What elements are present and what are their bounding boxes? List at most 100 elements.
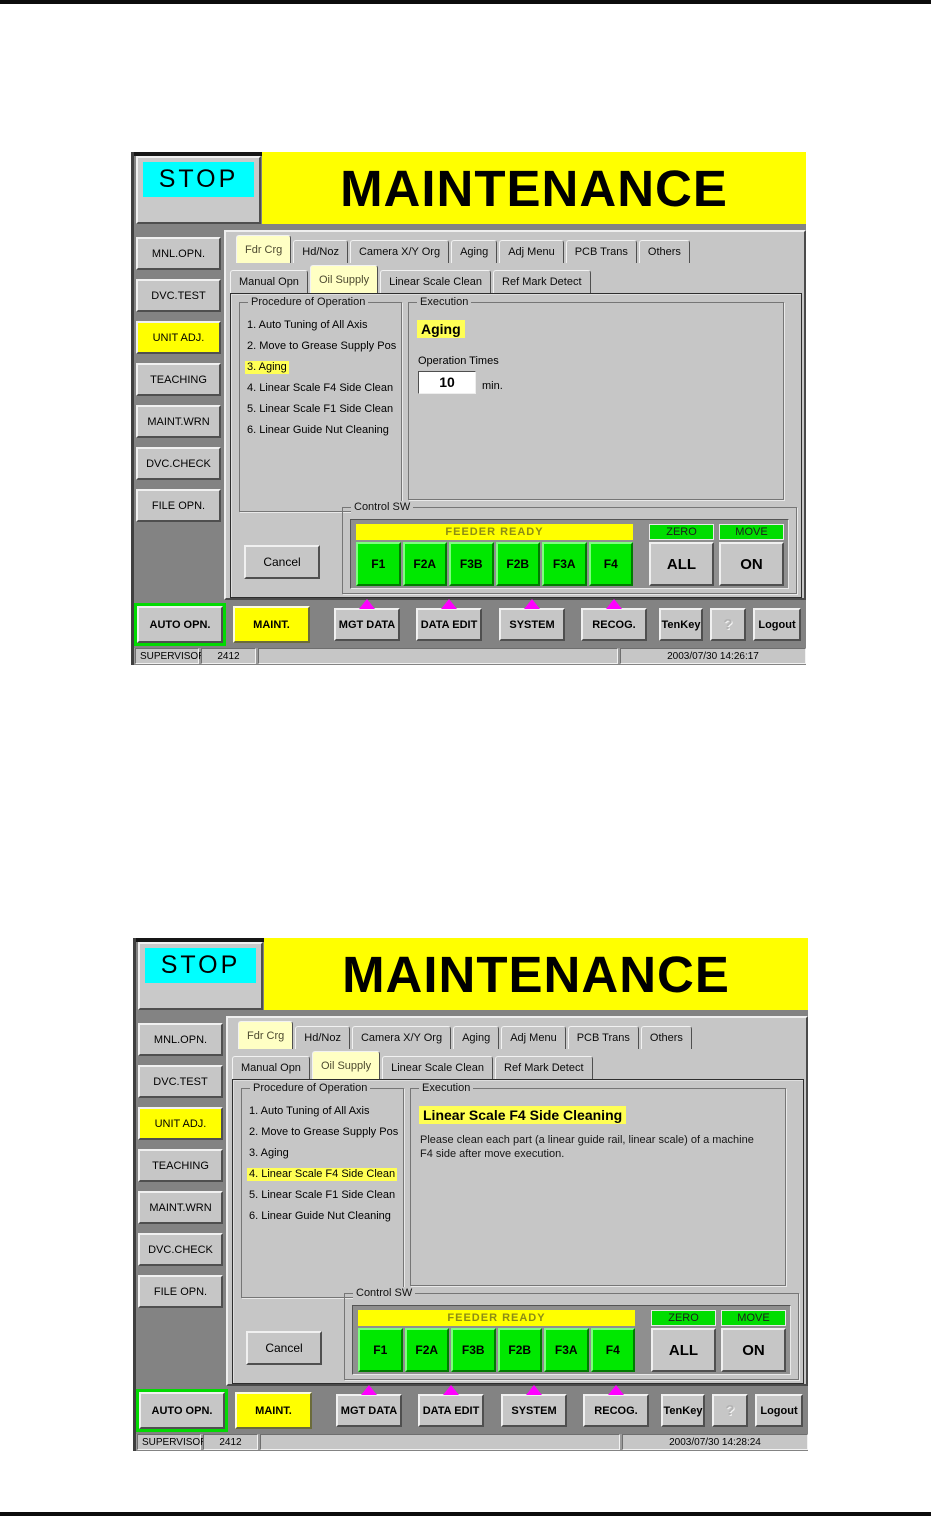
feeder-button[interactable]: F3B bbox=[449, 542, 494, 586]
sidebar-button[interactable]: DVC.CHECK bbox=[138, 1233, 223, 1266]
procedure-item[interactable]: 1. Auto Tuning of All Axis bbox=[247, 319, 368, 331]
procedure-item[interactable]: 1. Auto Tuning of All Axis bbox=[249, 1105, 370, 1117]
toolbar-button[interactable]: DATA EDIT bbox=[418, 1385, 484, 1427]
sidebar-button[interactable]: TEACHING bbox=[136, 363, 221, 396]
feeder-button[interactable]: F3B bbox=[451, 1328, 496, 1372]
toolbar-button[interactable]: MAINT. bbox=[235, 1392, 312, 1429]
stop-button[interactable]: STOP bbox=[143, 162, 254, 197]
sidebar-button[interactable]: MNL.OPN. bbox=[136, 237, 221, 270]
procedure-item[interactable]: 4. Linear Scale F4 Side Clean bbox=[247, 1168, 398, 1181]
feeder-button[interactable]: F1 bbox=[356, 542, 401, 586]
sub-tab[interactable]: Linear Scale Clean bbox=[382, 1056, 494, 1079]
move-on-button[interactable]: ON bbox=[721, 1328, 786, 1372]
feeder-button[interactable]: F2B bbox=[497, 1328, 542, 1372]
toolbar-button[interactable]: ? bbox=[712, 1394, 748, 1427]
procedure-item[interactable]: 4. Linear Scale F4 Side Clean bbox=[247, 382, 394, 394]
procedure-item[interactable]: 2. Move to Grease Supply Pos bbox=[247, 340, 397, 352]
sub-tab[interactable]: Linear Scale Clean bbox=[380, 270, 492, 293]
sub-tab[interactable]: Ref Mark Detect bbox=[493, 270, 591, 293]
sub-tab[interactable]: Manual Opn bbox=[230, 270, 308, 293]
top-tab[interactable]: Aging bbox=[451, 240, 498, 263]
header-strip bbox=[134, 152, 262, 156]
top-tab[interactable]: Camera X/Y Org bbox=[349, 240, 450, 263]
toolbar-button-label: TenKey bbox=[661, 618, 701, 631]
procedure-item[interactable]: 3. Aging bbox=[245, 361, 289, 374]
toolbar-button[interactable]: MAINT. bbox=[233, 606, 310, 643]
sidebar-button[interactable]: MAINT.WRN bbox=[136, 405, 221, 438]
procedure-item[interactable]: 2. Move to Grease Supply Pos bbox=[249, 1126, 399, 1138]
sub-tab[interactable]: Manual Opn bbox=[232, 1056, 310, 1079]
top-tab[interactable]: Fdr Crg bbox=[238, 1021, 294, 1049]
top-tab[interactable]: Adj Menu bbox=[499, 240, 564, 263]
cancel-button[interactable]: Cancel bbox=[246, 1331, 322, 1365]
cancel-button[interactable]: Cancel bbox=[244, 545, 320, 579]
feeder-button[interactable]: F3A bbox=[542, 542, 587, 586]
toolbar-button[interactable]: ? bbox=[710, 608, 746, 641]
sidebar-button[interactable]: TEACHING bbox=[138, 1149, 223, 1182]
zero-all-button[interactable]: ALL bbox=[649, 542, 714, 586]
procedure-item[interactable]: 3. Aging bbox=[249, 1147, 289, 1159]
toolbar-button[interactable]: SYSTEM bbox=[501, 1385, 567, 1427]
top-tab[interactable]: Aging bbox=[453, 1026, 500, 1049]
execution-group: Execution Linear Scale F4 Side Cleaning … bbox=[410, 1082, 786, 1286]
toolbar-button[interactable]: RECOG. bbox=[583, 1385, 649, 1427]
toolbar-button[interactable]: MGT DATA bbox=[334, 599, 400, 641]
operation-times-input[interactable]: 10 bbox=[418, 371, 476, 394]
top-tab[interactable]: PCB Trans bbox=[567, 1026, 639, 1049]
sub-tab[interactable]: Oil Supply bbox=[311, 1051, 381, 1079]
top-tab[interactable]: Adj Menu bbox=[501, 1026, 566, 1049]
sidebar-button[interactable]: DVC.TEST bbox=[136, 279, 221, 312]
toolbar-button-label: RECOG. bbox=[594, 1404, 638, 1417]
sidebar-button[interactable]: MAINT.WRN bbox=[138, 1191, 223, 1224]
procedure-item[interactable]: 6. Linear Guide Nut Cleaning bbox=[247, 424, 389, 436]
maintenance-screen-2: STOP MAINTENANCE MNL.OPN. DVC.TEST UNIT AD… bbox=[133, 938, 808, 1451]
sub-tab[interactable]: Oil Supply bbox=[309, 265, 379, 293]
sidebar-button[interactable]: FILE OPN. bbox=[138, 1275, 223, 1308]
procedure-item[interactable]: 5. Linear Scale F1 Side Clean bbox=[247, 403, 394, 415]
stop-button[interactable]: STOP bbox=[145, 948, 256, 983]
bottom-toolbar: AUTO OPN. MAINT. MGT DATA DATA EDIT SYST… bbox=[134, 599, 806, 646]
status-user: SUPERVISOR bbox=[135, 648, 205, 664]
control-sw-group: Control SW FEEDER READY F1 F2A F3B F2B F3A F4… bbox=[344, 1287, 799, 1380]
sub-tab[interactable]: Ref Mark Detect bbox=[495, 1056, 593, 1079]
sidebar-button[interactable]: MNL.OPN. bbox=[138, 1023, 223, 1056]
feeder-button[interactable]: F3A bbox=[544, 1328, 589, 1372]
procedure-list: 1. Auto Tuning of All Axis 2. Move to Gre… bbox=[247, 1105, 401, 1231]
move-on-button[interactable]: ON bbox=[719, 542, 784, 586]
top-tab[interactable]: Camera X/Y Org bbox=[351, 1026, 452, 1049]
sidebar-button[interactable]: UNIT ADJ. bbox=[136, 321, 221, 354]
feeder-button[interactable]: F4 bbox=[590, 1328, 635, 1372]
toolbar-button[interactable]: DATA EDIT bbox=[416, 599, 482, 641]
operation-times-label: Operation Times bbox=[418, 355, 499, 367]
sidebar-button[interactable]: UNIT ADJ. bbox=[138, 1107, 223, 1140]
toolbar-button[interactable]: AUTO OPN. bbox=[137, 606, 223, 643]
toolbar-button[interactable]: Logout bbox=[753, 608, 801, 641]
procedure-item[interactable]: 5. Linear Scale F1 Side Clean bbox=[249, 1189, 396, 1201]
sidebar: MNL.OPN. DVC.TEST UNIT ADJ. TEACHING MAINT.W… bbox=[135, 230, 223, 531]
top-tab[interactable]: Fdr Crg bbox=[236, 235, 292, 263]
toolbar-button[interactable]: TenKey bbox=[659, 608, 703, 641]
sidebar-button[interactable]: FILE OPN. bbox=[136, 489, 221, 522]
toolbar-button[interactable]: MGT DATA bbox=[336, 1385, 402, 1427]
sidebar-button[interactable]: DVC.TEST bbox=[138, 1065, 223, 1098]
feeder-button[interactable]: F2A bbox=[404, 1328, 449, 1372]
top-tab[interactable]: Others bbox=[640, 1026, 692, 1049]
sidebar-button[interactable]: DVC.CHECK bbox=[136, 447, 221, 480]
toolbar-button[interactable]: AUTO OPN. bbox=[139, 1392, 225, 1429]
zero-all-button[interactable]: ALL bbox=[651, 1328, 716, 1372]
toolbar-button[interactable]: TenKey bbox=[661, 1394, 705, 1427]
feeder-button[interactable]: F4 bbox=[588, 542, 633, 586]
toolbar-button[interactable]: RECOG. bbox=[581, 599, 647, 641]
top-tab[interactable]: Hd/Noz bbox=[293, 240, 348, 263]
procedure-item[interactable]: 6. Linear Guide Nut Cleaning bbox=[249, 1210, 391, 1222]
toolbar-button[interactable]: SYSTEM bbox=[499, 599, 565, 641]
procedure-list: 1. Auto Tuning of All Axis 2. Move to Gre… bbox=[245, 319, 399, 445]
feeder-button[interactable]: F2A bbox=[402, 542, 447, 586]
top-tab[interactable]: Hd/Noz bbox=[295, 1026, 350, 1049]
toolbar-button[interactable]: Logout bbox=[755, 1394, 803, 1427]
top-tab[interactable]: Others bbox=[638, 240, 690, 263]
top-tab[interactable]: PCB Trans bbox=[565, 240, 637, 263]
execution-description: Please clean each part (a linear guide r… bbox=[420, 1134, 754, 1160]
feeder-button[interactable]: F2B bbox=[495, 542, 540, 586]
feeder-button[interactable]: F1 bbox=[358, 1328, 403, 1372]
